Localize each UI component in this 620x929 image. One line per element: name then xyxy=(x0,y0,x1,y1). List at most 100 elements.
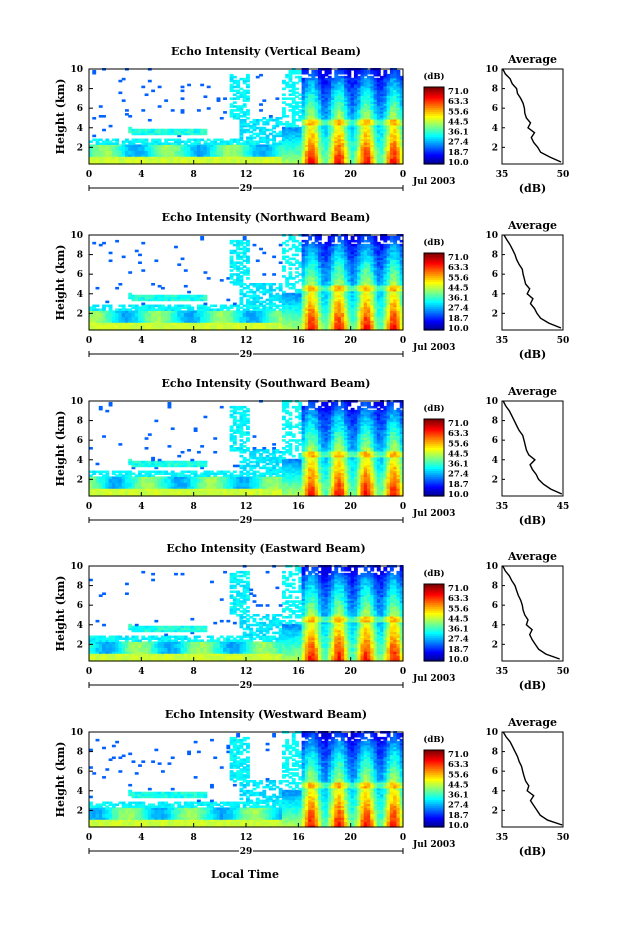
heatmap-cell xyxy=(340,124,345,128)
heatmap-cell xyxy=(219,156,224,159)
heatmap-cell xyxy=(183,130,188,134)
heatmap-cell xyxy=(170,148,175,151)
heatmap-cell xyxy=(288,162,293,165)
heatmap-cell xyxy=(357,105,362,108)
heatmap-cell xyxy=(236,109,241,112)
heatmap-cell xyxy=(357,97,362,100)
heatmap-cell xyxy=(357,83,362,87)
heatmap-cell xyxy=(252,128,257,132)
heatmap-cell xyxy=(246,158,250,161)
heatmap-cell xyxy=(183,148,188,151)
heatmap-cell xyxy=(229,255,234,259)
heatmap-cell xyxy=(242,95,247,98)
heatmap-cell xyxy=(288,103,293,106)
y-tick-label: 8 xyxy=(77,85,83,95)
heatmap-cell xyxy=(200,148,205,151)
heatmap-cell xyxy=(134,132,139,136)
heatmap-cell xyxy=(353,93,358,97)
heatmap-cell xyxy=(350,101,355,104)
heatmap-cell xyxy=(193,148,198,151)
heatmap-cell xyxy=(353,132,358,136)
heatmap-cell xyxy=(304,124,309,128)
heatmap-cell xyxy=(308,144,313,147)
heatmap-cell xyxy=(141,160,146,163)
heatmap-cell xyxy=(308,118,313,122)
heatmap-cell xyxy=(308,150,313,153)
heatmap-cell xyxy=(331,91,335,95)
heatmap-cell xyxy=(275,120,280,124)
heatmap-cell xyxy=(298,146,303,149)
heatmap-cell xyxy=(331,105,335,108)
heatmap-cell xyxy=(350,95,355,98)
heatmap-cell xyxy=(262,138,267,142)
heatmap-cell xyxy=(304,140,309,144)
heatmap-cell xyxy=(190,144,195,147)
heatmap-cell xyxy=(285,134,290,138)
heatmap-cell xyxy=(167,150,172,153)
heatmap-cell xyxy=(141,128,146,132)
heatmap-cell xyxy=(337,85,342,89)
heatmap-cell xyxy=(252,158,257,161)
heatmap-cell xyxy=(216,158,221,161)
heatmap-cell xyxy=(154,146,159,149)
heatmap-cell xyxy=(190,146,195,149)
heatmap-cell xyxy=(98,146,103,149)
heatmap-cell xyxy=(314,101,319,104)
heatmap-cell xyxy=(183,154,188,157)
heatmap-cell xyxy=(111,154,116,157)
heatmap-cell xyxy=(288,136,293,140)
heatmap-cell xyxy=(311,69,316,73)
heatmap-cell xyxy=(108,144,113,147)
heatmap-cell xyxy=(357,130,362,134)
heatmap-cell xyxy=(170,152,175,155)
heatmap-cell xyxy=(239,158,244,161)
heatmap-cell xyxy=(334,156,339,159)
heatmap-cell xyxy=(295,138,299,142)
heatmap-cell xyxy=(301,81,306,85)
heatmap-cell xyxy=(268,150,273,153)
average-y-tick-label: 10 xyxy=(485,65,498,75)
heatmap-cell xyxy=(200,130,205,134)
heatmap-cell xyxy=(350,160,355,163)
heatmap-cell xyxy=(242,142,247,146)
heatmap-cell xyxy=(324,148,329,151)
heatmap-cell xyxy=(324,132,329,136)
heatmap-cell xyxy=(147,130,152,134)
heatmap-cell xyxy=(265,154,270,157)
heatmap-cell xyxy=(141,150,146,153)
heatmap-cell xyxy=(206,150,211,153)
heatmap-cell xyxy=(223,150,227,153)
heatmap-cell xyxy=(105,300,110,304)
heatmap-cell xyxy=(324,134,329,138)
heatmap-cell xyxy=(147,150,152,153)
heatmap-cell xyxy=(357,158,362,161)
heatmap-cell xyxy=(298,79,303,83)
heatmap-cell xyxy=(89,160,93,163)
heatmap-cell xyxy=(350,118,355,122)
heatmap-cell xyxy=(295,69,299,73)
heatmap-cell xyxy=(353,154,358,157)
heatmap-cell xyxy=(111,160,116,163)
heatmap-cell xyxy=(285,115,290,118)
heatmap-cell xyxy=(177,162,182,165)
heatmap-cell xyxy=(295,253,299,257)
heatmap-cell xyxy=(347,126,352,130)
heatmap-cell xyxy=(331,101,335,104)
heatmap-cell xyxy=(344,111,348,114)
heatmap-cell xyxy=(196,128,201,132)
heatmap-cell xyxy=(252,156,257,159)
heatmap-cell xyxy=(281,111,286,114)
heatmap-cell xyxy=(295,95,299,98)
heatmap-cell xyxy=(295,103,299,106)
heatmap-cell xyxy=(121,160,126,163)
heatmap-cell xyxy=(223,111,227,114)
heatmap-cell xyxy=(321,136,326,140)
heatmap-cell xyxy=(291,146,296,149)
heatmap-cell xyxy=(278,261,283,264)
heatmap-cell xyxy=(298,132,303,136)
heatmap-cell xyxy=(285,128,290,132)
heatmap-cell xyxy=(229,154,234,157)
heatmap-cell xyxy=(265,148,270,151)
heatmap-cell xyxy=(340,156,345,159)
heatmap-cell xyxy=(334,128,339,132)
